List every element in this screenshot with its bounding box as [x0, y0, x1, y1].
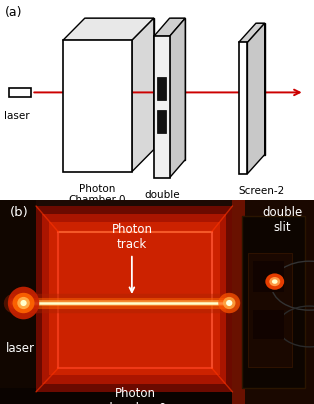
Text: Photon
track: Photon track	[111, 223, 152, 292]
Text: Screen-2: Screen-2	[238, 186, 284, 196]
Text: (a): (a)	[5, 6, 22, 19]
FancyBboxPatch shape	[0, 388, 314, 404]
Polygon shape	[36, 206, 232, 392]
Polygon shape	[247, 23, 265, 174]
Polygon shape	[170, 18, 185, 178]
Polygon shape	[132, 18, 154, 172]
Text: double
slit: double slit	[144, 190, 180, 211]
FancyBboxPatch shape	[248, 253, 292, 367]
FancyBboxPatch shape	[232, 200, 245, 404]
Ellipse shape	[223, 297, 236, 309]
Ellipse shape	[20, 300, 27, 306]
Text: double
slit: double slit	[263, 206, 303, 234]
Text: laser: laser	[6, 343, 35, 356]
Polygon shape	[63, 18, 154, 40]
FancyBboxPatch shape	[0, 200, 36, 404]
Polygon shape	[154, 36, 170, 178]
Polygon shape	[170, 18, 185, 160]
Polygon shape	[239, 42, 247, 174]
Ellipse shape	[265, 274, 284, 290]
Polygon shape	[239, 23, 265, 42]
FancyBboxPatch shape	[232, 200, 314, 404]
FancyBboxPatch shape	[0, 200, 314, 404]
Text: laser: laser	[4, 111, 30, 121]
Polygon shape	[42, 214, 226, 384]
Ellipse shape	[17, 297, 30, 309]
Polygon shape	[256, 23, 265, 154]
FancyBboxPatch shape	[242, 216, 305, 388]
Polygon shape	[9, 88, 31, 97]
Ellipse shape	[8, 287, 39, 319]
FancyBboxPatch shape	[253, 310, 284, 339]
Ellipse shape	[218, 293, 240, 313]
Polygon shape	[63, 40, 132, 172]
Polygon shape	[157, 78, 166, 100]
Text: (b): (b)	[9, 206, 28, 219]
Ellipse shape	[13, 293, 35, 313]
Polygon shape	[85, 18, 154, 149]
Polygon shape	[157, 110, 166, 133]
Polygon shape	[49, 223, 220, 375]
Ellipse shape	[272, 279, 278, 284]
FancyBboxPatch shape	[253, 261, 284, 292]
Text: Photon
Chamber-0: Photon Chamber-0	[68, 184, 126, 205]
Polygon shape	[154, 18, 185, 36]
Text: Photon
chamber-0: Photon chamber-0	[103, 387, 167, 404]
Ellipse shape	[269, 277, 280, 286]
Ellipse shape	[226, 300, 232, 306]
